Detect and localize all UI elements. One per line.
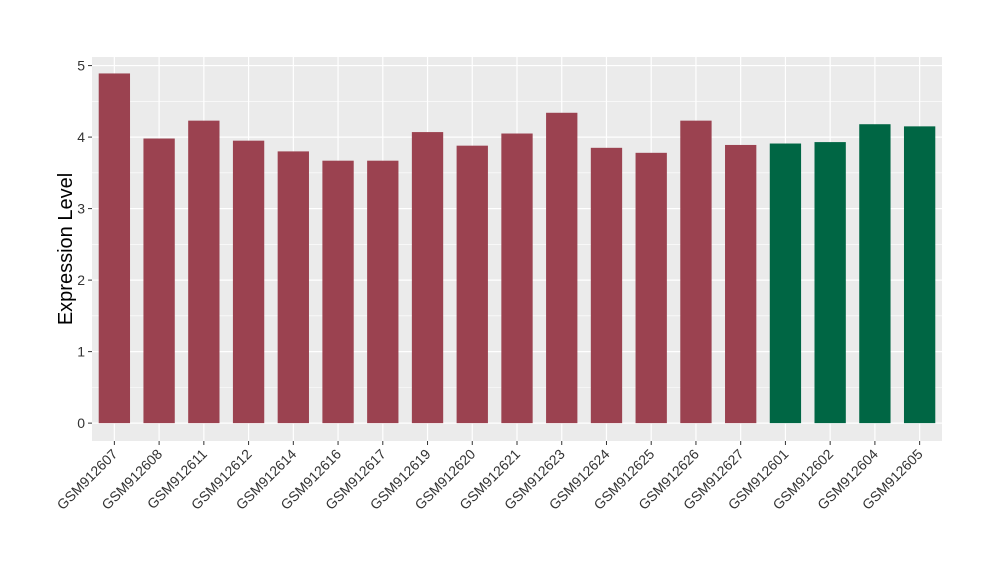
- bar-GSM912605: [903, 126, 936, 424]
- bars: [98, 73, 936, 424]
- y-tick-label: 2: [77, 272, 85, 288]
- bar-GSM912625: [635, 152, 667, 424]
- bar-GSM912626: [680, 120, 712, 424]
- bar-GSM912608: [143, 138, 175, 424]
- bar-GSM912624: [590, 147, 623, 424]
- y-tick-label: 4: [77, 129, 85, 145]
- bar-GSM912611: [188, 120, 220, 424]
- bar-GSM912617: [367, 160, 399, 424]
- bar-GSM912612: [232, 140, 265, 424]
- y-tick-label: 3: [77, 201, 85, 217]
- bar-GSM912619: [411, 132, 444, 424]
- y-tick-label: 0: [77, 415, 85, 431]
- y-axis: 0 1 2 3 4 5: [77, 58, 92, 431]
- bar-GSM912604: [859, 124, 891, 424]
- bar-GSM912614: [277, 151, 309, 424]
- bar-GSM912602: [814, 142, 846, 424]
- bar-GSM912623: [546, 112, 578, 424]
- bar-GSM912627: [725, 144, 757, 424]
- bar-GSM912616: [322, 160, 354, 424]
- y-axis-title: Expression Level: [55, 173, 77, 325]
- x-axis: GSM912607GSM912608GSM912611GSM912612GSM9…: [54, 441, 926, 513]
- y-tick-label: 1: [77, 344, 85, 360]
- bar-GSM912620: [456, 145, 488, 424]
- bar-GSM912621: [501, 133, 533, 424]
- bar-GSM912607: [98, 73, 131, 424]
- bar-GSM912601: [769, 143, 802, 424]
- y-tick-label: 5: [77, 58, 85, 74]
